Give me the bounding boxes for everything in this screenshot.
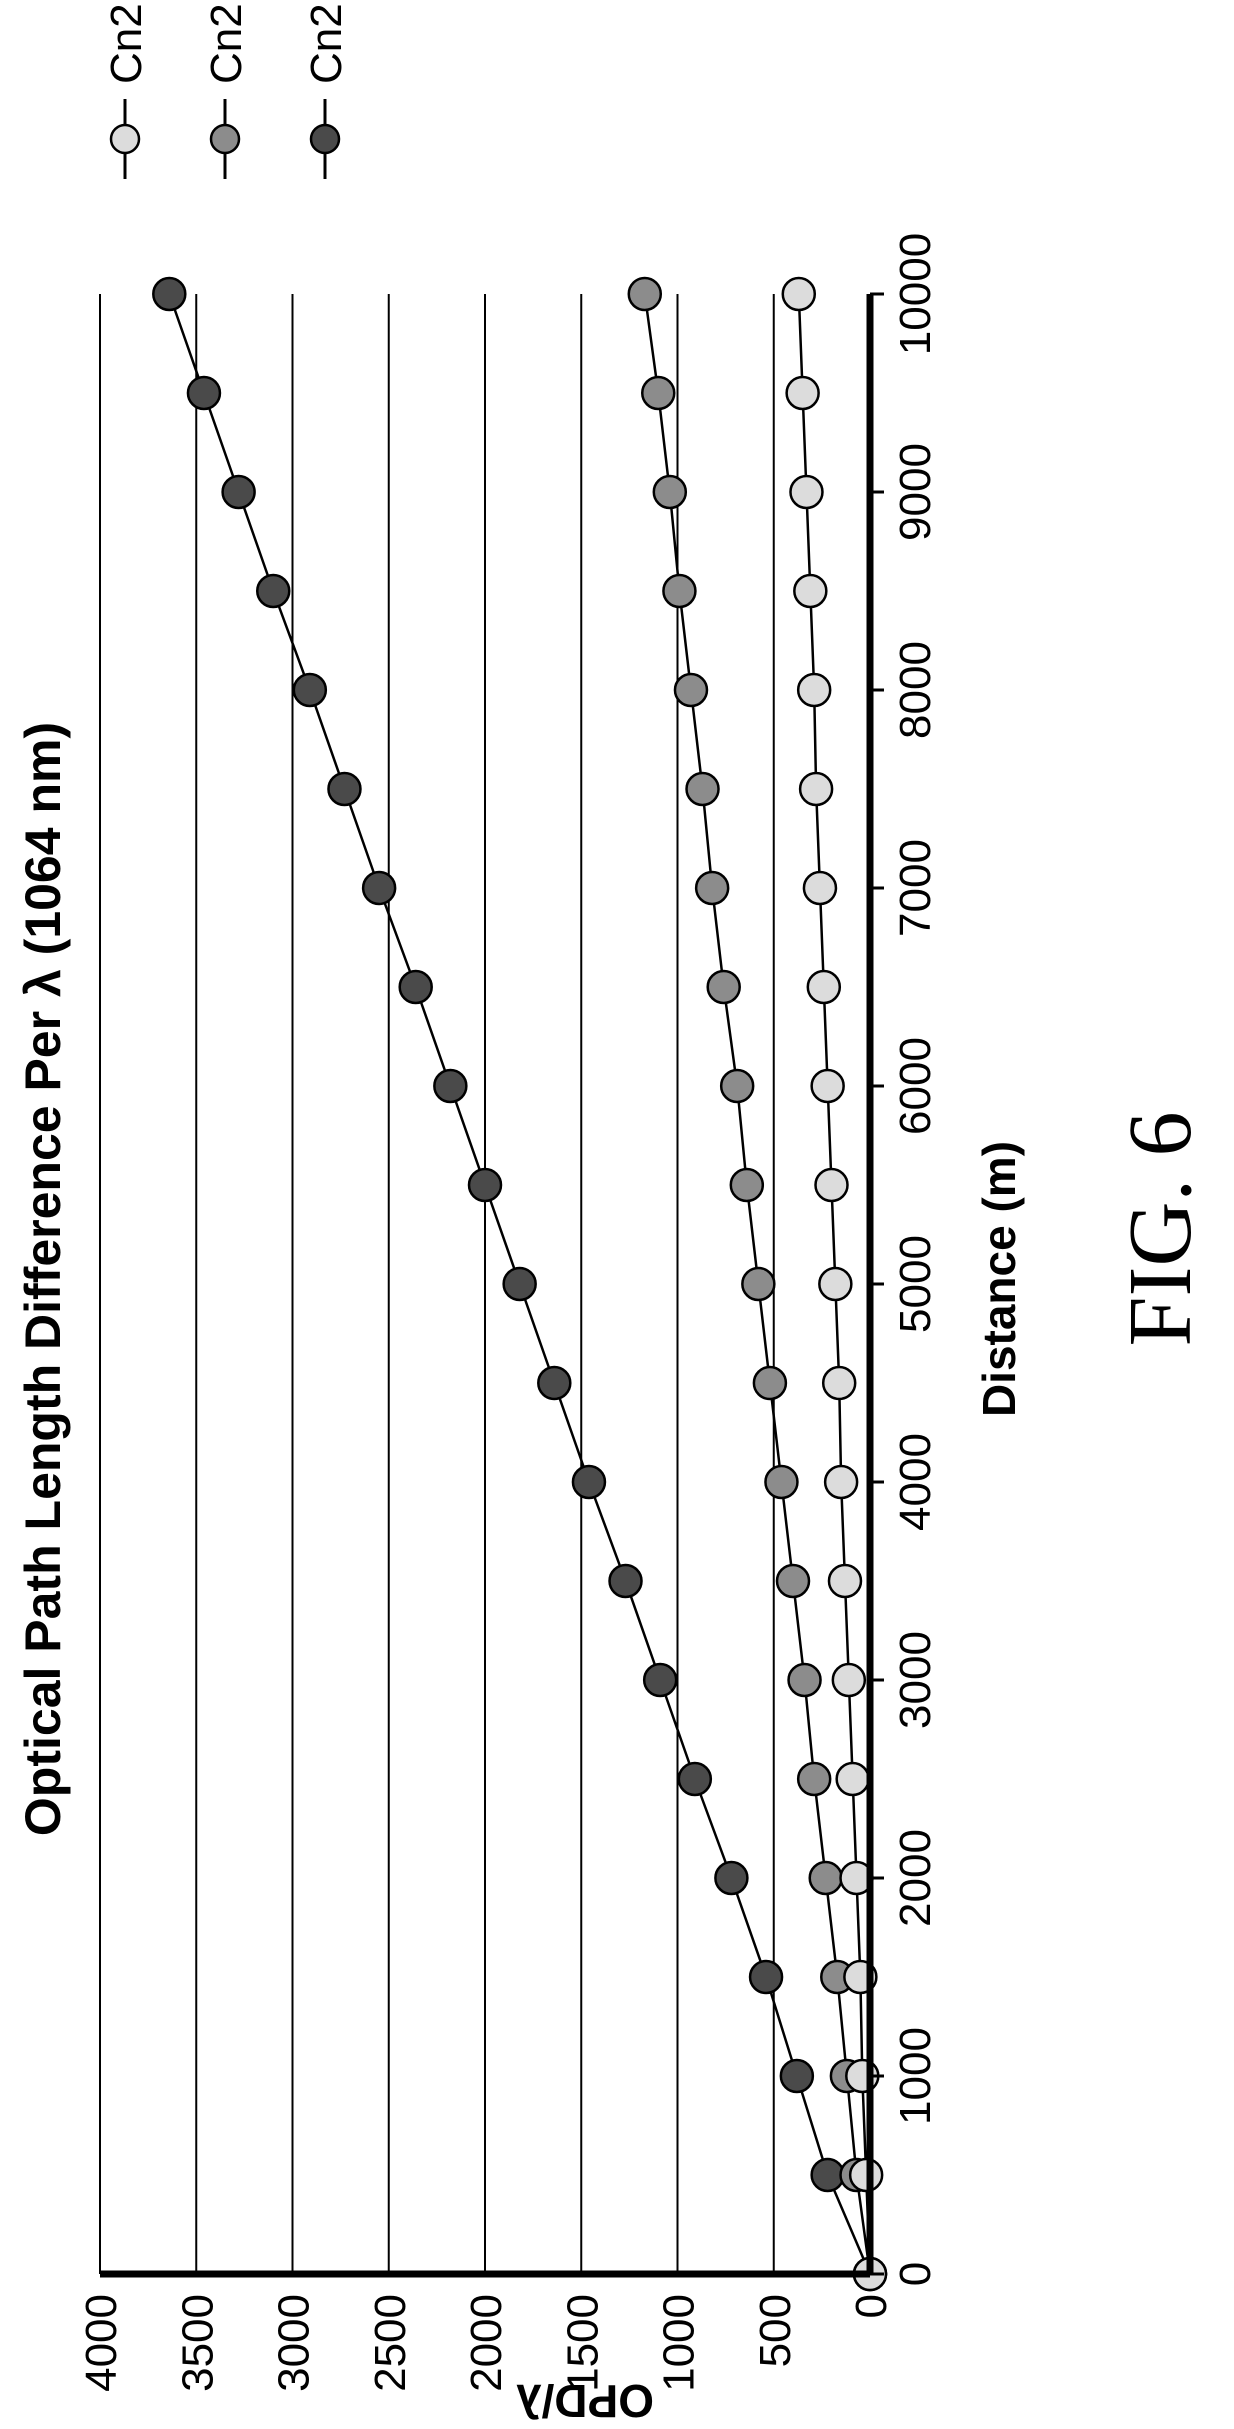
- figure-label: FIG. 6: [1111, 1111, 1210, 1346]
- x-tick-label: 5000: [891, 1235, 940, 1333]
- data-point: [433, 1068, 468, 1104]
- data-point: [823, 1464, 859, 1500]
- y-tick-label: 1500: [558, 2294, 607, 2392]
- x-tick-label: 7000: [891, 839, 940, 937]
- data-point: [221, 474, 256, 510]
- y-tick-label: 500: [751, 2294, 800, 2367]
- data-point: [787, 1662, 822, 1698]
- y-tick-label: 1000: [655, 2294, 704, 2392]
- y-tick-label: 3000: [270, 2294, 319, 2392]
- data-point: [827, 1563, 863, 1599]
- data-point: [831, 1662, 867, 1698]
- data-point: [642, 1662, 678, 1698]
- legend-label: Cn2 E-14: [202, 0, 251, 84]
- data-point: [781, 276, 817, 312]
- data-point: [785, 375, 820, 411]
- data-point: [798, 771, 834, 807]
- legend-marker: [309, 123, 341, 155]
- legend-marker: [209, 123, 241, 155]
- y-tick-label: 0: [847, 2294, 896, 2318]
- data-point: [802, 870, 838, 906]
- y-tick-label: 3500: [173, 2294, 222, 2392]
- data-point: [796, 672, 832, 708]
- x-tick-label: 10000: [891, 233, 940, 355]
- data-point: [398, 969, 433, 1005]
- data-point: [779, 2058, 815, 2094]
- data-point: [808, 1860, 843, 1896]
- data-point: [806, 969, 842, 1005]
- data-point: [256, 573, 291, 609]
- x-tick-label: 1000: [891, 2027, 940, 2125]
- data-point: [685, 771, 720, 807]
- y-tick-label: 2000: [462, 2294, 511, 2392]
- data-point: [361, 870, 397, 906]
- data-point: [502, 1266, 537, 1302]
- data-point: [641, 375, 676, 411]
- x-tick-label: 9000: [891, 443, 940, 541]
- data-point: [793, 573, 828, 609]
- data-point: [706, 969, 741, 1005]
- data-point: [694, 870, 730, 906]
- data-point: [467, 1167, 503, 1203]
- data-point: [741, 1266, 776, 1302]
- data-point: [662, 573, 697, 609]
- x-tick-label: 4000: [891, 1433, 940, 1531]
- x-tick-label: 2000: [891, 1829, 940, 1927]
- data-point: [818, 1266, 853, 1302]
- y-tick-label: 2500: [366, 2294, 415, 2392]
- data-point: [810, 2157, 845, 2193]
- data-point: [835, 1761, 870, 1797]
- data-point: [537, 1365, 572, 1401]
- legend-label: Cn2 E-15: [102, 0, 151, 84]
- x-tick-label: 3000: [891, 1631, 940, 1729]
- chart-title: Optical Path Length Difference Per λ (10…: [15, 722, 71, 1836]
- x-tick-label: 0: [891, 2262, 940, 2286]
- legend-label: Cn2 E-13: [302, 0, 351, 84]
- data-point: [186, 375, 222, 411]
- data-point: [729, 1167, 765, 1203]
- data-point: [810, 1068, 845, 1104]
- data-point: [848, 2157, 884, 2193]
- data-point: [627, 276, 663, 312]
- data-point: [821, 1365, 857, 1401]
- data-point: [652, 474, 688, 510]
- x-tick-label: 8000: [891, 641, 940, 739]
- x-axis-label: Distance (m): [973, 1141, 1025, 1417]
- data-point: [796, 1761, 832, 1797]
- data-point: [152, 276, 187, 312]
- y-tick-label: 4000: [77, 2294, 126, 2392]
- data-point: [292, 672, 328, 708]
- x-tick-label: 6000: [891, 1037, 940, 1135]
- data-point: [571, 1464, 607, 1500]
- data-point: [752, 1365, 788, 1401]
- data-point: [608, 1563, 643, 1599]
- data-point: [673, 672, 709, 708]
- data-point: [789, 474, 824, 510]
- data-point: [719, 1068, 755, 1104]
- data-point: [748, 1959, 784, 1995]
- data-point: [677, 1761, 713, 1797]
- y-axis-label: OPD/λ: [516, 2375, 654, 2427]
- data-point: [814, 1167, 849, 1203]
- data-point: [327, 771, 362, 807]
- legend-marker: [109, 123, 141, 155]
- data-point: [775, 1563, 811, 1599]
- data-point: [764, 1464, 799, 1500]
- data-point: [714, 1860, 749, 1896]
